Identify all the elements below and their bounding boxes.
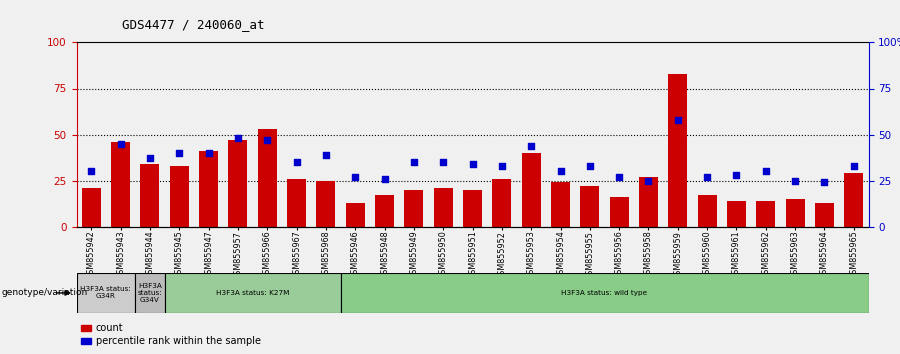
Point [113, 141, 128, 147]
Bar [522, 153, 541, 227]
Bar [346, 202, 365, 227]
Bar [698, 195, 716, 227]
Point [817, 179, 832, 185]
Point [202, 150, 216, 156]
Text: genotype/variation: genotype/variation [2, 289, 88, 297]
Bar [756, 201, 776, 227]
Text: H3F3A status:
G34R: H3F3A status: G34R [80, 286, 131, 299]
Point [319, 152, 333, 158]
Bar [492, 179, 511, 227]
Point [377, 176, 392, 182]
Bar [199, 151, 218, 227]
Point [524, 143, 538, 148]
Text: H3F3A
status:
G34V: H3F3A status: G34V [138, 283, 162, 303]
Point [84, 169, 98, 174]
Bar [669, 74, 688, 227]
Bar [727, 201, 746, 227]
Bar [111, 142, 130, 227]
Point [729, 172, 743, 178]
Point [407, 159, 421, 165]
Bar [135, 273, 165, 313]
Bar [580, 186, 599, 227]
Bar [316, 181, 336, 227]
Bar [551, 182, 570, 227]
Point [348, 174, 363, 180]
Point [847, 163, 861, 169]
Point [759, 169, 773, 174]
Bar [169, 166, 189, 227]
Bar [639, 177, 658, 227]
Bar [140, 164, 159, 227]
Point [142, 156, 157, 161]
Point [436, 159, 450, 165]
Point [230, 135, 245, 141]
Bar [434, 188, 453, 227]
Bar [404, 190, 423, 227]
Text: H3F3A status: K27M: H3F3A status: K27M [216, 290, 289, 296]
Bar [815, 202, 834, 227]
Point [612, 174, 626, 180]
Point [700, 174, 715, 180]
Text: GDS4477 / 240060_at: GDS4477 / 240060_at [122, 18, 264, 31]
Legend: count, percentile rank within the sample: count, percentile rank within the sample [81, 324, 261, 346]
Bar [375, 195, 394, 227]
Bar [165, 273, 340, 313]
Bar [786, 199, 805, 227]
Bar [340, 273, 868, 313]
Point [642, 178, 656, 183]
Bar [82, 188, 101, 227]
Bar [257, 129, 276, 227]
Bar [844, 173, 863, 227]
Point [172, 150, 186, 156]
Bar [609, 197, 629, 227]
Bar [76, 273, 135, 313]
Point [582, 163, 597, 169]
Bar [229, 140, 248, 227]
Point [260, 137, 274, 143]
Point [465, 161, 480, 167]
Point [670, 117, 685, 122]
Bar [287, 179, 306, 227]
Bar [463, 190, 482, 227]
Point [495, 163, 509, 169]
Text: H3F3A status: wild type: H3F3A status: wild type [562, 290, 648, 296]
Point [554, 169, 568, 174]
Point [289, 159, 303, 165]
Point [788, 178, 803, 183]
